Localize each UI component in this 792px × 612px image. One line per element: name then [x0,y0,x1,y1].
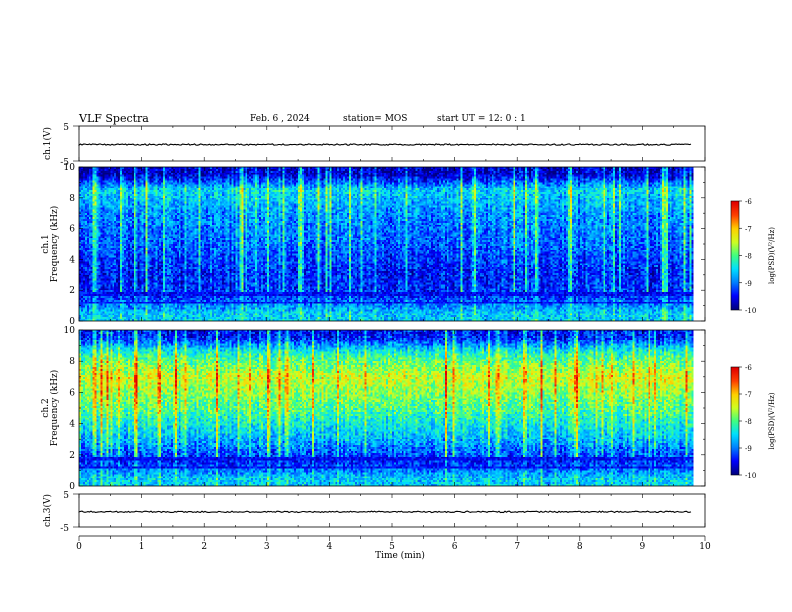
ch2-spectrogram-ytick: 8 [69,357,75,367]
colorbar-1-tick: -10 [745,307,756,315]
x-tick-label: 3 [264,542,270,552]
colorbar-2-tick: -10 [745,472,756,480]
ch1-spectrogram-ytick: 4 [69,255,75,265]
ch2-spectrogram-ytick: 10 [64,326,76,336]
x-tick-label: 0 [76,542,82,552]
ch1-waveform-line [78,143,692,147]
x-tick-label: 9 [640,542,646,552]
ch2-spectrogram-image [79,330,705,486]
ch3-waveform-ytick: 5 [63,491,69,501]
station-label: station= MOS [343,114,408,124]
ch2-spectrogram-ylabel: Frequency (kHz) [49,370,60,447]
colorbar-1-tick: -8 [745,253,752,261]
colorbar-1 [731,201,739,310]
colorbar-2-tick: -9 [745,445,752,453]
ch2-spectrogram-ylabel: ch.2 [41,398,51,417]
colorbar-2-tick: -8 [745,418,752,426]
ch1-spectrogram-ylabel: ch.1 [41,234,51,253]
x-tick-label: 2 [201,542,207,552]
ch1-spectrogram-ytick: 6 [69,225,75,235]
x-tick-label: 4 [327,542,333,552]
x-tick-label: 7 [514,542,520,552]
ch3-waveform-ylabel: ch.3(V) [42,494,53,527]
ch3-waveform-ytick: -5 [60,524,69,534]
colorbar-2-tick: -6 [745,364,752,372]
ch1-spectrogram-ytick: 2 [69,286,75,296]
x-tick-label: 6 [452,542,458,552]
colorbar-1-label: log(PSD)(V²/Hz) [768,227,776,284]
figure-title: VLF Spectra [79,112,149,125]
colorbar-2-tick: -7 [745,391,752,399]
colorbar-1-tick: -6 [745,198,752,206]
date-label: Feb. 6 , 2024 [250,114,310,124]
ch1-spectrogram-ytick: 0 [69,317,75,327]
start-time-label: start UT = 12: 0 : 1 [437,114,526,124]
colorbar-2-label: log(PSD)(V²/Hz) [768,392,776,449]
ch1-spectrogram-ytick: 10 [64,163,76,173]
colorbar-1-tick: -7 [745,225,752,233]
ch1-spectrogram-image [79,167,705,321]
x-axis-title: Time (min) [375,550,425,561]
colorbar-1-tick: -9 [745,280,752,288]
x-tick-label: 8 [577,542,583,552]
x-tick-label: 10 [699,542,711,552]
colorbar-2 [731,367,739,475]
ch3-waveform-line [78,510,692,514]
ch2-spectrogram-ytick: 6 [69,388,75,398]
ch1-waveform-ytick: 5 [63,123,69,133]
x-tick-label: 1 [139,542,145,552]
ch1-spectrogram-ytick: 8 [69,194,75,204]
ch2-spectrogram-ytick: 0 [69,482,75,492]
ch2-spectrogram-ytick: 4 [69,420,75,430]
ch1-waveform-ylabel: ch.1(V) [42,127,53,160]
ch1-spectrogram-ylabel: Frequency (kHz) [49,206,60,283]
x-tick-label: 5 [389,542,395,552]
ch2-spectrogram-ytick: 2 [69,451,75,461]
ch1-waveform-ytick: -5 [60,158,69,168]
